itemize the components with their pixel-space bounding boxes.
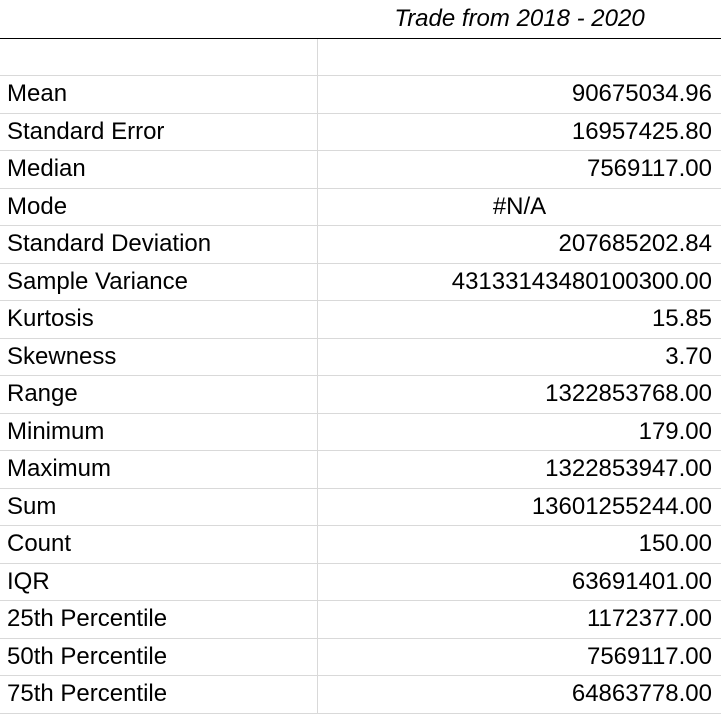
stat-label-cell[interactable]: 75th Percentile <box>0 676 318 713</box>
header-label-cell[interactable] <box>0 0 318 38</box>
stat-value-cell[interactable]: 15.85 <box>651 305 712 333</box>
stat-value-cell[interactable]: 179.00 <box>638 417 712 445</box>
table-row: Median 7569117.00 <box>0 151 721 189</box>
header-title-cell[interactable]: Trade from 2018 - 2020 <box>394 5 645 32</box>
table-row: IQR 63691401.00 <box>0 563 721 601</box>
header-row: Trade from 2018 - 2020 <box>0 0 721 39</box>
stat-value-cell[interactable]: 7569117.00 <box>586 642 712 670</box>
table-row: Skewness 3.70 <box>0 338 721 376</box>
table-row: Minimum 179.00 <box>0 413 721 451</box>
stat-value-cell[interactable]: 1322853768.00 <box>545 380 712 408</box>
blank-value-cell[interactable] <box>318 39 721 75</box>
table-row: Maximum 1322853947.00 <box>0 451 721 489</box>
stat-value-cell[interactable]: 64863778.00 <box>571 680 712 708</box>
stat-value-cell[interactable]: #N/A <box>492 192 547 220</box>
stat-label-cell[interactable]: 25th Percentile <box>0 601 318 638</box>
stat-label-cell[interactable]: Mode <box>0 188 318 225</box>
table-row: Mode #N/A <box>0 188 721 226</box>
table-row: 25th Percentile 1172377.00 <box>0 601 721 639</box>
stat-label-cell[interactable]: Count <box>0 526 318 563</box>
stat-label-cell[interactable]: Skewness <box>0 338 318 375</box>
stat-value-cell[interactable]: 90675034.96 <box>571 80 712 108</box>
stat-label-cell[interactable]: IQR <box>0 563 318 600</box>
stat-value-cell[interactable]: 1172377.00 <box>586 605 712 633</box>
blank-row <box>0 39 721 76</box>
table-row: Standard Deviation 207685202.84 <box>0 226 721 264</box>
stat-label-cell[interactable]: Sum <box>0 488 318 525</box>
table-row: Standard Error 16957425.80 <box>0 113 721 151</box>
stat-label-cell[interactable]: Maximum <box>0 451 318 488</box>
stat-label-cell[interactable]: Sample Variance <box>0 263 318 300</box>
stat-label-cell[interactable]: Standard Error <box>0 113 318 150</box>
table-row: Mean 90675034.96 <box>0 76 721 114</box>
stat-value-cell[interactable]: 13601255244.00 <box>531 492 712 520</box>
table-row: Sample Variance 43133143480100300.00 <box>0 263 721 301</box>
stat-label-cell[interactable]: Mean <box>0 76 318 113</box>
stat-value-cell[interactable]: 7569117.00 <box>586 155 712 183</box>
stat-label-cell[interactable]: Median <box>0 151 318 188</box>
stat-label-cell[interactable]: 50th Percentile <box>0 638 318 675</box>
stat-label-cell[interactable]: Range <box>0 376 318 413</box>
stat-label-cell[interactable]: Kurtosis <box>0 301 318 338</box>
stat-label-cell[interactable]: Standard Deviation <box>0 226 318 263</box>
table-row: Kurtosis 15.85 <box>0 301 721 339</box>
stat-value-cell[interactable]: 16957425.80 <box>571 117 712 145</box>
table-row: 50th Percentile 7569117.00 <box>0 638 721 676</box>
blank-label-cell[interactable] <box>0 39 318 75</box>
stat-value-cell[interactable]: 43133143480100300.00 <box>451 267 712 295</box>
stat-value-cell[interactable]: 1322853947.00 <box>545 455 712 483</box>
stat-label-cell[interactable]: Minimum <box>0 413 318 450</box>
table-row: Count 150.00 <box>0 526 721 564</box>
table-row: Sum 13601255244.00 <box>0 488 721 526</box>
stat-value-cell[interactable]: 63691401.00 <box>571 567 712 595</box>
stat-value-cell[interactable]: 207685202.84 <box>558 230 713 258</box>
table-row: Range 1322853768.00 <box>0 376 721 414</box>
table-row: 75th Percentile 64863778.00 <box>0 676 721 714</box>
stat-value-cell[interactable]: 3.70 <box>665 342 712 370</box>
stat-value-cell[interactable]: 150.00 <box>638 530 712 558</box>
